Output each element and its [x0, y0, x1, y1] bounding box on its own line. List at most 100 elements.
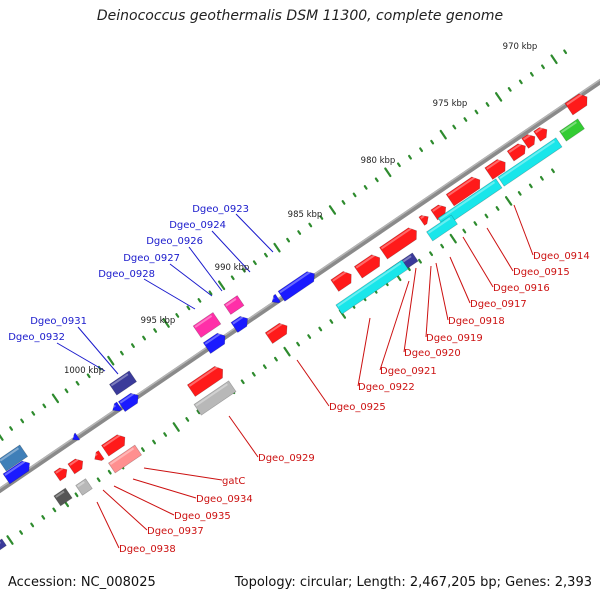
outer-tick — [51, 393, 60, 404]
outer-tick — [352, 192, 357, 198]
feature-dgeo-0915a-body — [506, 143, 526, 162]
outer-tick — [197, 298, 202, 303]
gene-label-lower: Dgeo_0925 — [329, 402, 386, 413]
feature-red-top-body — [564, 93, 588, 116]
gene-label-lower: Dgeo_0937 — [147, 526, 204, 537]
inner-tick — [551, 168, 555, 174]
feature-dgeo-0927-body — [230, 316, 248, 333]
feature-dgeo-0917-shine — [432, 204, 442, 212]
feature-gatc-pink-body — [107, 444, 143, 474]
feature-steelblue-2-shine — [4, 460, 26, 476]
outer-tick — [208, 290, 213, 296]
feature-dgeo-0929-gray-body — [193, 380, 237, 416]
feature-dgeo-0915b — [484, 159, 506, 180]
feature-steelblue-1-shine — [0, 447, 20, 462]
feature-dgeo-0929-red-body — [186, 366, 224, 397]
gene-label-lower: Dgeo_0916 — [493, 283, 550, 294]
outer-tick — [563, 49, 568, 55]
leader-line-lower — [228, 415, 259, 458]
leader-line-upper — [235, 213, 274, 253]
feature-dgeo-0938-shine — [55, 490, 65, 498]
feature-dgeo-0934-body — [94, 450, 105, 461]
inner-tick — [96, 477, 101, 483]
inner-tick — [196, 409, 201, 415]
feature-dgeo-0914b-shine — [523, 134, 531, 141]
outer-tick — [408, 154, 412, 160]
outer-tick — [430, 139, 435, 145]
feature-dgeo-0937 — [75, 478, 93, 496]
leader-line-lower — [102, 489, 148, 531]
feature-dgeo-0924 — [270, 293, 281, 304]
outer-tick — [341, 200, 346, 205]
feature-gatc-red — [101, 434, 126, 457]
outer-tick — [175, 313, 180, 318]
outer-tick — [507, 87, 512, 92]
feature-dgeo-0914a — [533, 127, 548, 142]
feature-dgeo-0935b-body — [53, 467, 68, 482]
gene-labels: 970 kbp 975 kbp 980 kbp 985 kbp 990 kbp 995 k… — [8, 42, 590, 555]
outer-tick — [308, 222, 313, 228]
leader-line-lower — [143, 467, 223, 481]
leader-line-upper — [56, 342, 106, 372]
scale-label: 985 kbp — [288, 210, 323, 220]
feature-dgeo-0932b-body — [112, 401, 123, 412]
feature-red-top-shine — [566, 93, 583, 106]
feature-dgeo-0931-shine — [110, 373, 129, 387]
feature-dgeo-0927-shine — [232, 316, 244, 325]
scale-label: 980 kbp — [361, 156, 396, 166]
feature-gatc-pink — [107, 444, 143, 474]
map-title: Deinococcus geothermalis DSM 11300, comp… — [96, 8, 504, 24]
feature-dgeo-0914b-body — [521, 134, 536, 149]
feature-dgeo-0926 — [223, 295, 245, 315]
outer-tick — [31, 411, 36, 416]
outer-tick — [230, 275, 235, 281]
inner-tick — [296, 341, 301, 347]
inner-tick — [429, 251, 434, 257]
outer-tick — [153, 328, 158, 333]
feature-dgeo-0932b-shine — [111, 404, 116, 409]
inner-tick — [74, 492, 79, 498]
feature-cyan-3-body — [426, 214, 458, 242]
inner-tick — [262, 364, 267, 370]
inner-tick — [6, 535, 14, 545]
outer-tick — [131, 343, 135, 348]
inner-tick — [462, 228, 467, 234]
feature-cyan-1-body — [497, 137, 563, 187]
feature-cyan-4 — [335, 259, 409, 315]
outer-tick — [495, 92, 503, 102]
feature-dgeo-0928b — [202, 332, 226, 354]
gene-label-lower: Dgeo_0920 — [404, 348, 461, 359]
feature-cyan-2-shine — [439, 181, 496, 221]
inner-tick — [52, 507, 57, 513]
gene-label-lower: Dgeo_0921 — [380, 366, 437, 377]
feature-dgeo-0928 — [192, 312, 222, 338]
inner-tick — [152, 439, 156, 445]
feature-dgeo-0920 — [353, 254, 381, 279]
feature-dgeo-0932b — [111, 401, 123, 412]
inner-tick — [505, 196, 513, 206]
feature-dgeo-0923 — [277, 271, 315, 302]
inner-tick — [107, 469, 112, 475]
leader-line-lower — [425, 265, 432, 338]
leader-line-upper — [188, 246, 223, 292]
leader-line-lower — [513, 204, 534, 256]
feature-green-body — [559, 118, 585, 142]
feature-red-top — [564, 93, 588, 116]
gene-label-lower: Dgeo_0938 — [119, 544, 176, 555]
inner-tick — [307, 334, 312, 339]
gene-label-lower: Dgeo_0918 — [448, 316, 505, 327]
feature-dgeo-0919 — [379, 227, 417, 260]
feature-dgeo-0931 — [109, 370, 137, 396]
gene-label-lower: Dgeo_0919 — [426, 333, 483, 344]
feature-dgeo-0928b-body — [202, 332, 226, 354]
outer-tick — [86, 373, 91, 379]
gene-label-lower: gatC — [222, 476, 245, 487]
outer-tick — [297, 230, 302, 235]
feature-dgeo-0932-shine — [119, 392, 135, 404]
feature-green-shine — [560, 121, 577, 134]
leader-line-lower — [357, 317, 371, 387]
outer-tick — [241, 267, 246, 273]
feature-dgeo-0915a-shine — [508, 143, 522, 154]
label-leader-lines — [56, 204, 534, 549]
gene-label-upper: Dgeo_0927 — [123, 253, 180, 264]
